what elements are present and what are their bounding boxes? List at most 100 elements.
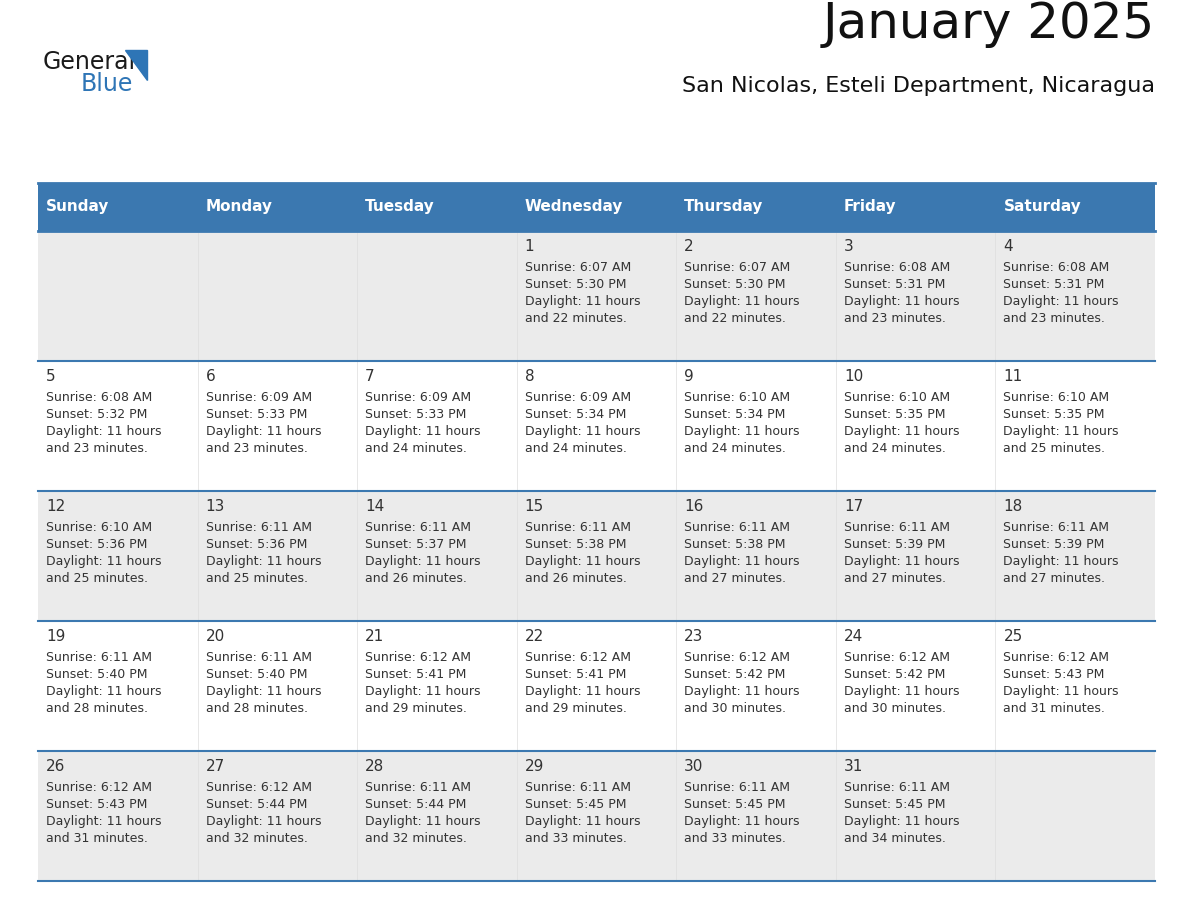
- Text: Sunrise: 6:12 AM: Sunrise: 6:12 AM: [843, 651, 950, 664]
- Text: Daylight: 11 hours: Daylight: 11 hours: [46, 685, 162, 698]
- Text: Sunset: 5:45 PM: Sunset: 5:45 PM: [684, 798, 785, 811]
- Bar: [197, 491, 358, 621]
- Text: Sunrise: 6:07 AM: Sunrise: 6:07 AM: [525, 261, 631, 274]
- Text: Daylight: 11 hours: Daylight: 11 hours: [46, 815, 162, 828]
- Bar: [996, 183, 1155, 231]
- Text: Sunset: 5:44 PM: Sunset: 5:44 PM: [365, 798, 467, 811]
- Text: Sunrise: 6:11 AM: Sunrise: 6:11 AM: [46, 651, 152, 664]
- Text: Daylight: 11 hours: Daylight: 11 hours: [46, 555, 162, 568]
- Bar: [676, 183, 836, 231]
- Text: Daylight: 11 hours: Daylight: 11 hours: [206, 685, 321, 698]
- Text: and 31 minutes.: and 31 minutes.: [46, 832, 147, 845]
- Text: Sunrise: 6:11 AM: Sunrise: 6:11 AM: [525, 781, 631, 794]
- Text: Daylight: 11 hours: Daylight: 11 hours: [1004, 555, 1119, 568]
- Text: Sunset: 5:42 PM: Sunset: 5:42 PM: [684, 668, 785, 681]
- Text: Sunrise: 6:07 AM: Sunrise: 6:07 AM: [684, 261, 790, 274]
- Text: Sunset: 5:35 PM: Sunset: 5:35 PM: [1004, 408, 1105, 421]
- Text: Daylight: 11 hours: Daylight: 11 hours: [206, 815, 321, 828]
- Text: Sunset: 5:41 PM: Sunset: 5:41 PM: [525, 668, 626, 681]
- Text: and 22 minutes.: and 22 minutes.: [684, 312, 786, 325]
- Text: 24: 24: [843, 629, 864, 644]
- Bar: [996, 751, 1155, 881]
- Text: Daylight: 11 hours: Daylight: 11 hours: [525, 425, 640, 438]
- Text: and 28 minutes.: and 28 minutes.: [46, 702, 148, 715]
- Text: and 30 minutes.: and 30 minutes.: [843, 702, 946, 715]
- Text: Sunset: 5:44 PM: Sunset: 5:44 PM: [206, 798, 307, 811]
- Bar: [676, 491, 836, 621]
- Bar: [676, 751, 836, 881]
- Bar: [197, 361, 358, 491]
- Bar: [38, 751, 197, 881]
- Text: Sunrise: 6:11 AM: Sunrise: 6:11 AM: [365, 521, 472, 534]
- Text: and 24 minutes.: and 24 minutes.: [684, 442, 786, 455]
- Text: Daylight: 11 hours: Daylight: 11 hours: [843, 815, 960, 828]
- Bar: [358, 491, 517, 621]
- Text: Sunrise: 6:11 AM: Sunrise: 6:11 AM: [684, 781, 790, 794]
- Text: Sunrise: 6:12 AM: Sunrise: 6:12 AM: [365, 651, 472, 664]
- Text: Sunrise: 6:12 AM: Sunrise: 6:12 AM: [206, 781, 311, 794]
- Text: Sunset: 5:30 PM: Sunset: 5:30 PM: [525, 278, 626, 291]
- Text: Daylight: 11 hours: Daylight: 11 hours: [525, 685, 640, 698]
- Text: Sunrise: 6:11 AM: Sunrise: 6:11 AM: [843, 521, 950, 534]
- Bar: [836, 183, 996, 231]
- Text: 9: 9: [684, 369, 694, 384]
- Text: Thursday: Thursday: [684, 199, 764, 215]
- Text: Monday: Monday: [206, 199, 272, 215]
- Bar: [676, 621, 836, 751]
- Text: Daylight: 11 hours: Daylight: 11 hours: [206, 425, 321, 438]
- Text: Sunset: 5:32 PM: Sunset: 5:32 PM: [46, 408, 147, 421]
- Bar: [836, 751, 996, 881]
- Text: Sunrise: 6:10 AM: Sunrise: 6:10 AM: [46, 521, 152, 534]
- Text: Daylight: 11 hours: Daylight: 11 hours: [365, 685, 481, 698]
- Text: and 23 minutes.: and 23 minutes.: [206, 442, 308, 455]
- Bar: [517, 491, 676, 621]
- Text: Daylight: 11 hours: Daylight: 11 hours: [525, 555, 640, 568]
- Bar: [676, 231, 836, 361]
- Text: 20: 20: [206, 629, 225, 644]
- Text: Sunset: 5:35 PM: Sunset: 5:35 PM: [843, 408, 946, 421]
- Text: 7: 7: [365, 369, 374, 384]
- Text: Daylight: 11 hours: Daylight: 11 hours: [1004, 685, 1119, 698]
- Text: and 24 minutes.: and 24 minutes.: [365, 442, 467, 455]
- Text: 31: 31: [843, 759, 864, 774]
- Text: Sunset: 5:34 PM: Sunset: 5:34 PM: [684, 408, 785, 421]
- Bar: [358, 621, 517, 751]
- Text: Sunset: 5:33 PM: Sunset: 5:33 PM: [365, 408, 467, 421]
- Text: Sunrise: 6:11 AM: Sunrise: 6:11 AM: [843, 781, 950, 794]
- Text: Sunset: 5:41 PM: Sunset: 5:41 PM: [365, 668, 467, 681]
- Text: and 28 minutes.: and 28 minutes.: [206, 702, 308, 715]
- Bar: [996, 361, 1155, 491]
- Text: and 23 minutes.: and 23 minutes.: [46, 442, 147, 455]
- Text: Sunrise: 6:11 AM: Sunrise: 6:11 AM: [206, 521, 311, 534]
- Bar: [996, 231, 1155, 361]
- Text: and 31 minutes.: and 31 minutes.: [1004, 702, 1105, 715]
- Text: and 23 minutes.: and 23 minutes.: [1004, 312, 1105, 325]
- Bar: [38, 621, 197, 751]
- Bar: [38, 491, 197, 621]
- Text: 27: 27: [206, 759, 225, 774]
- Bar: [676, 361, 836, 491]
- Text: and 27 minutes.: and 27 minutes.: [1004, 572, 1105, 585]
- Text: Sunset: 5:39 PM: Sunset: 5:39 PM: [1004, 538, 1105, 551]
- Text: Sunset: 5:33 PM: Sunset: 5:33 PM: [206, 408, 307, 421]
- Bar: [836, 361, 996, 491]
- Text: Sunset: 5:38 PM: Sunset: 5:38 PM: [684, 538, 785, 551]
- Text: January 2025: January 2025: [823, 0, 1155, 48]
- Text: and 22 minutes.: and 22 minutes.: [525, 312, 626, 325]
- Text: and 27 minutes.: and 27 minutes.: [684, 572, 786, 585]
- Text: 8: 8: [525, 369, 535, 384]
- Text: Daylight: 11 hours: Daylight: 11 hours: [525, 295, 640, 308]
- Text: Saturday: Saturday: [1004, 199, 1081, 215]
- Bar: [197, 231, 358, 361]
- Bar: [517, 751, 676, 881]
- Text: Daylight: 11 hours: Daylight: 11 hours: [684, 295, 800, 308]
- Text: Sunrise: 6:08 AM: Sunrise: 6:08 AM: [46, 391, 152, 404]
- Text: 13: 13: [206, 499, 225, 514]
- Text: and 33 minutes.: and 33 minutes.: [684, 832, 786, 845]
- Text: and 25 minutes.: and 25 minutes.: [1004, 442, 1105, 455]
- Text: 21: 21: [365, 629, 385, 644]
- Text: Sunset: 5:40 PM: Sunset: 5:40 PM: [46, 668, 147, 681]
- Text: 6: 6: [206, 369, 215, 384]
- Text: and 23 minutes.: and 23 minutes.: [843, 312, 946, 325]
- Text: Sunrise: 6:10 AM: Sunrise: 6:10 AM: [843, 391, 950, 404]
